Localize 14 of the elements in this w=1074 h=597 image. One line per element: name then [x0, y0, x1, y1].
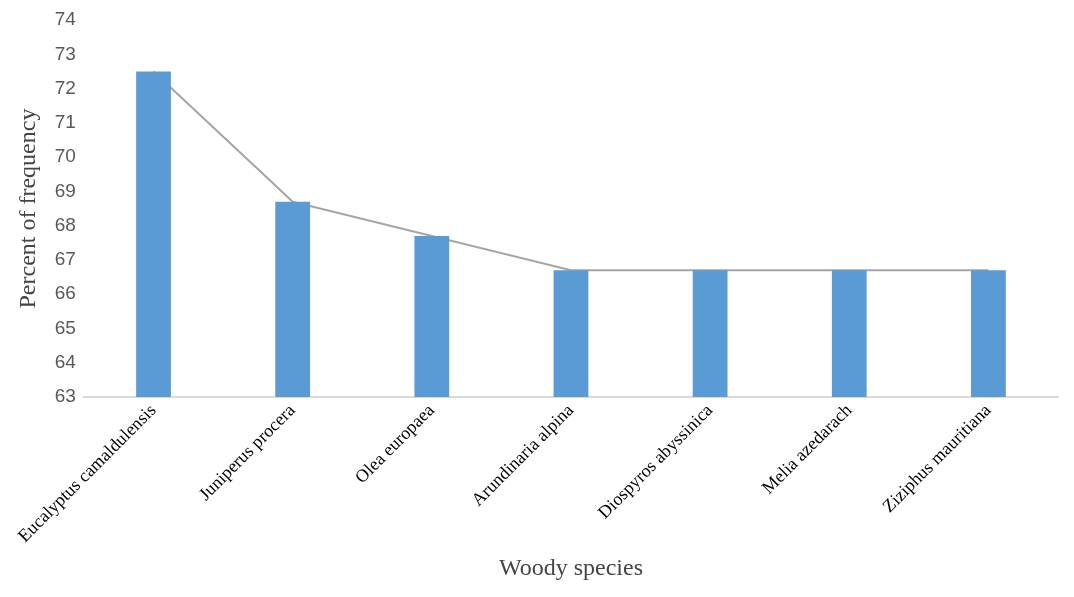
y-tick-label: 69	[54, 179, 76, 201]
y-tick-label: 71	[54, 111, 76, 133]
y-tick-label: 67	[54, 248, 76, 270]
x-axis-title: Woody species	[498, 553, 643, 580]
y-tick-label: 64	[54, 351, 77, 373]
y-tick-label: 74	[54, 8, 77, 30]
y-tick-label: 65	[54, 316, 76, 338]
y-tick-label: 66	[54, 282, 76, 304]
y-tick-label: 72	[54, 76, 76, 98]
y-tick-label: 73	[54, 42, 76, 64]
y-tick-label: 70	[54, 145, 76, 167]
y-axis-title: Percent of frequency	[13, 108, 40, 309]
y-tick-label: 68	[54, 213, 76, 235]
y-tick-label: 63	[54, 385, 76, 407]
